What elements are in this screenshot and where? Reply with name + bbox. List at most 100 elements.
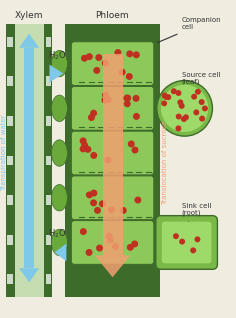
Circle shape <box>194 236 200 242</box>
Circle shape <box>202 106 208 111</box>
Circle shape <box>105 156 112 163</box>
Circle shape <box>133 113 140 120</box>
Circle shape <box>133 95 139 102</box>
Circle shape <box>94 207 101 214</box>
Polygon shape <box>95 255 131 277</box>
Circle shape <box>107 236 114 243</box>
Circle shape <box>105 96 112 103</box>
Polygon shape <box>19 268 39 282</box>
Circle shape <box>191 94 197 100</box>
Bar <box>6 24 52 297</box>
Text: Companion
cell: Companion cell <box>157 17 221 43</box>
Circle shape <box>131 147 139 154</box>
Circle shape <box>101 97 108 104</box>
Ellipse shape <box>51 184 67 211</box>
Circle shape <box>86 191 93 198</box>
Bar <box>7 116 13 126</box>
Ellipse shape <box>51 140 67 166</box>
FancyBboxPatch shape <box>71 176 154 220</box>
Circle shape <box>181 116 187 122</box>
Polygon shape <box>50 65 63 82</box>
FancyBboxPatch shape <box>162 222 211 263</box>
Circle shape <box>119 69 126 76</box>
Ellipse shape <box>157 80 212 136</box>
Circle shape <box>183 114 189 120</box>
Bar <box>63 247 66 256</box>
Circle shape <box>176 90 181 96</box>
FancyBboxPatch shape <box>71 42 154 86</box>
Circle shape <box>195 89 201 95</box>
Circle shape <box>124 94 131 101</box>
Bar <box>46 76 51 86</box>
Circle shape <box>81 142 88 149</box>
Bar <box>46 156 51 165</box>
Ellipse shape <box>51 95 67 121</box>
FancyBboxPatch shape <box>71 221 154 264</box>
Circle shape <box>173 233 179 239</box>
Circle shape <box>199 99 205 105</box>
Circle shape <box>135 197 141 204</box>
Circle shape <box>177 99 183 105</box>
Circle shape <box>124 100 131 107</box>
Circle shape <box>102 92 109 99</box>
Circle shape <box>162 93 168 99</box>
Circle shape <box>95 54 102 61</box>
Circle shape <box>127 244 134 251</box>
Circle shape <box>190 247 196 253</box>
Bar <box>7 156 13 165</box>
Circle shape <box>81 55 88 62</box>
Text: Source cell
(leaf): Source cell (leaf) <box>182 72 220 96</box>
Circle shape <box>108 206 115 213</box>
FancyBboxPatch shape <box>156 216 217 269</box>
Bar <box>24 48 34 268</box>
Circle shape <box>165 94 171 100</box>
Circle shape <box>88 114 95 121</box>
Bar <box>65 24 160 297</box>
Circle shape <box>179 103 185 109</box>
Bar <box>7 37 13 47</box>
Circle shape <box>176 114 182 120</box>
Circle shape <box>112 243 119 250</box>
Ellipse shape <box>161 85 208 132</box>
Circle shape <box>128 141 135 148</box>
FancyBboxPatch shape <box>71 86 154 130</box>
Circle shape <box>175 125 181 131</box>
Text: Transpiration of water: Transpiration of water <box>1 115 7 191</box>
Circle shape <box>90 110 97 117</box>
Circle shape <box>163 94 169 100</box>
Circle shape <box>86 53 93 60</box>
Circle shape <box>90 152 97 159</box>
Circle shape <box>102 59 109 66</box>
FancyBboxPatch shape <box>71 131 154 175</box>
Circle shape <box>90 199 97 206</box>
Circle shape <box>84 146 91 153</box>
Circle shape <box>171 88 177 94</box>
Bar <box>103 54 122 257</box>
Circle shape <box>106 232 113 239</box>
Bar <box>7 274 13 284</box>
Text: H$_2$O: H$_2$O <box>48 49 67 62</box>
Text: Xylem: Xylem <box>14 11 43 20</box>
Polygon shape <box>55 244 66 261</box>
Circle shape <box>90 190 97 197</box>
Bar <box>7 76 13 86</box>
Bar <box>15 24 43 297</box>
Bar <box>46 116 51 126</box>
Circle shape <box>80 228 87 235</box>
Bar <box>51 69 55 78</box>
Circle shape <box>114 49 121 56</box>
Bar <box>7 235 13 245</box>
Bar <box>46 274 51 284</box>
Circle shape <box>120 207 127 214</box>
Bar <box>46 235 51 245</box>
Circle shape <box>161 100 167 106</box>
Circle shape <box>80 145 87 152</box>
Bar <box>7 195 13 205</box>
Circle shape <box>199 116 205 121</box>
Circle shape <box>126 50 133 57</box>
Ellipse shape <box>51 50 67 77</box>
Text: H$_2$O: H$_2$O <box>48 228 67 240</box>
Circle shape <box>86 249 93 256</box>
Circle shape <box>133 51 140 58</box>
Text: Phloem: Phloem <box>95 11 129 20</box>
